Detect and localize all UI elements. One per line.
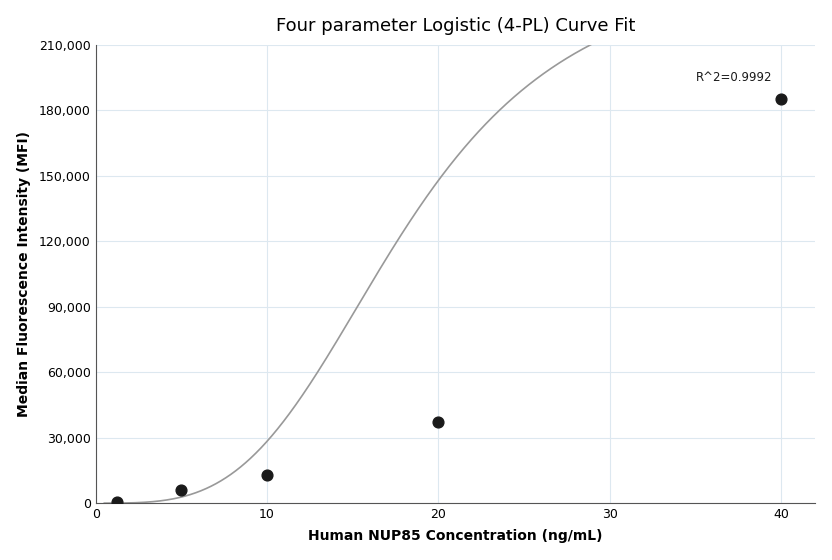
Point	[175, 486, 188, 494]
Point	[432, 418, 445, 427]
Point	[775, 95, 788, 104]
X-axis label: Human NUP85 Concentration (ng/mL): Human NUP85 Concentration (ng/mL)	[309, 529, 603, 543]
Y-axis label: Median Fluorescence Intensity (MFI): Median Fluorescence Intensity (MFI)	[17, 131, 31, 417]
Title: Four parameter Logistic (4-PL) Curve Fit: Four parameter Logistic (4-PL) Curve Fit	[276, 17, 635, 35]
Point	[111, 498, 124, 507]
Text: R^2=0.9992: R^2=0.9992	[696, 71, 772, 84]
Point	[260, 470, 274, 479]
